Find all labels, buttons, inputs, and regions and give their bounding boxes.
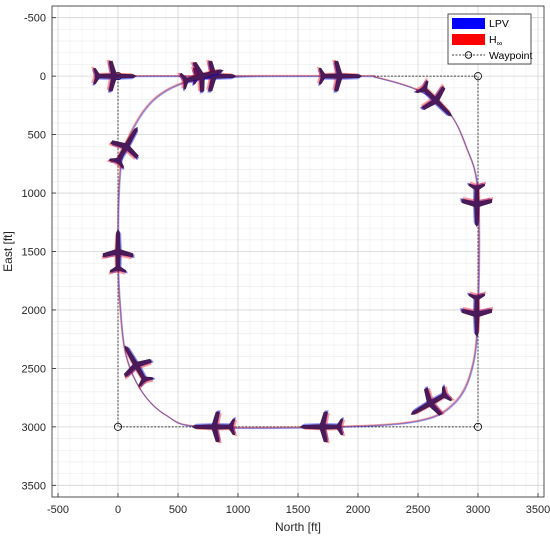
aircraft-marker <box>413 77 452 117</box>
aircraft-layer <box>91 59 493 444</box>
legend-label-hinf: H∞ <box>489 34 503 48</box>
aircraft-body <box>299 411 344 443</box>
aircraft-body <box>461 183 492 228</box>
legend-swatch-hinf <box>452 34 485 45</box>
x-tick-label: 2000 <box>346 504 370 516</box>
y-tick-label: 2500 <box>22 363 46 375</box>
legend-marker-waypoint <box>464 51 473 59</box>
x-axis-label: North [ft] <box>275 520 321 534</box>
aircraft-body <box>102 229 134 273</box>
aircraft-marker <box>106 126 140 171</box>
aircraft-body <box>318 60 363 92</box>
x-tick-label: 2500 <box>406 504 430 516</box>
y-axis-label: East [ft] <box>1 231 15 272</box>
y-tick-label: 0 <box>40 71 46 83</box>
aircraft-body <box>415 79 452 117</box>
waypoint-marker <box>114 422 123 431</box>
y-tick-label: 2000 <box>22 305 46 317</box>
legend: LPV H∞ Waypoint <box>447 13 532 65</box>
aircraft-marker <box>101 229 135 275</box>
legend-label-hinf-base: H <box>489 34 497 46</box>
aircraft-body <box>123 345 154 388</box>
aircraft-marker <box>410 384 455 416</box>
aircraft-marker <box>299 410 346 444</box>
aircraft-body <box>461 293 492 338</box>
legend-swatch-lpv <box>452 18 485 29</box>
aircraft-body <box>108 126 139 169</box>
major-grid <box>52 6 544 497</box>
y-tick-label: 1000 <box>22 188 46 200</box>
waypoint-marker <box>473 72 482 81</box>
aircraft-marker <box>460 181 493 228</box>
aircraft-body <box>179 61 224 93</box>
x-tick-label: 500 <box>169 504 187 516</box>
x-tick-label: 1000 <box>226 504 250 516</box>
x-axis-ticks: -500 0 500 1000 1500 2000 2500 3000 3500 <box>47 493 550 516</box>
aircraft-body <box>191 411 236 443</box>
legend-label-hinf-sub: ∞ <box>497 39 503 48</box>
aircraft-marker <box>316 59 363 93</box>
y-tick-label: 3000 <box>22 422 46 434</box>
aircraft-marker <box>123 345 156 390</box>
aircraft-marker <box>91 59 137 93</box>
y-tick-label: 1500 <box>22 247 46 259</box>
y-axis-ticks: -500 0 500 1000 1500 2000 2500 3000 3500 <box>22 13 56 492</box>
x-tick-label: 3000 <box>466 504 490 516</box>
legend-label-lpv: LPV <box>489 18 509 30</box>
x-tick-label: 3500 <box>526 504 550 516</box>
x-tick-label: 0 <box>115 504 121 516</box>
y-tick-label: 3500 <box>22 480 46 492</box>
aircraft-marker <box>191 410 238 444</box>
aircraft-marker <box>177 61 224 94</box>
waypoint-marker <box>473 422 482 431</box>
y-tick-label: 500 <box>28 130 46 142</box>
x-tick-label: -500 <box>47 504 69 516</box>
y-tick-label: -500 <box>24 13 46 25</box>
aircraft-body <box>410 385 453 416</box>
x-tick-label: 1500 <box>286 504 310 516</box>
aircraft-body <box>93 60 137 92</box>
legend-label-waypoint: Waypoint <box>489 50 532 62</box>
aircraft-marker <box>460 291 493 338</box>
